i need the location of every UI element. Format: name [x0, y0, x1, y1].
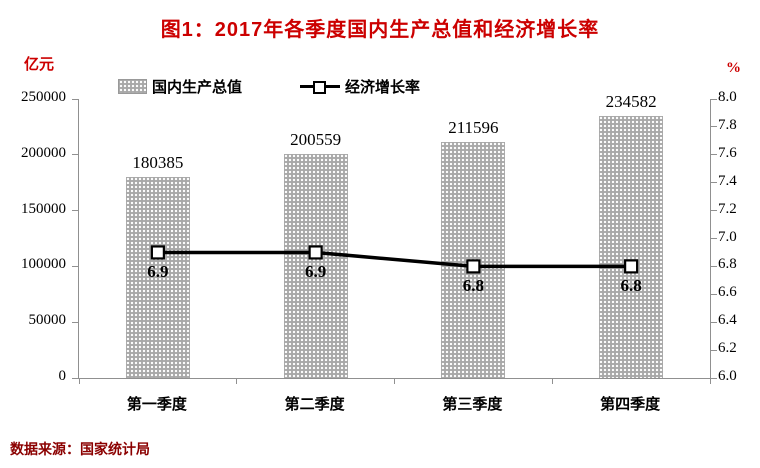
- x-axis-tick: [394, 379, 395, 384]
- plot-area: 180385 200559 211596 234582 6.9 6.9 6.8 6.8: [72, 92, 717, 384]
- gdp-value-label: 234582: [605, 92, 657, 112]
- left-axis-tick-label: 250000: [21, 89, 66, 105]
- right-axis-tick: [711, 154, 717, 156]
- left-axis-tick: [72, 154, 78, 156]
- right-axis-tick: [711, 377, 717, 379]
- x-axis-tick: [236, 379, 238, 384]
- growth-line: [150, 245, 639, 274]
- growth-marker: [308, 245, 323, 260]
- left-axis-tick: [72, 98, 78, 100]
- x-category-label: 第一季度: [126, 396, 187, 413]
- growth-marker: [624, 259, 639, 274]
- right-axis-tick: [711, 321, 717, 323]
- right-axis-tick-label: 7.6: [718, 144, 737, 161]
- left-axis-tick-label: 200000: [21, 144, 66, 161]
- x-axis-tick: [551, 379, 553, 384]
- left-axis-tick: [72, 265, 78, 267]
- x-category-label: 第二季度: [284, 396, 345, 413]
- left-axis-unit-label: 亿元: [24, 56, 55, 73]
- right-axis-tick: [711, 238, 717, 239]
- growth-marker: [466, 259, 481, 274]
- right-axis-tick-label: 7.8: [718, 116, 737, 133]
- growth-marker: [150, 245, 165, 260]
- right-axis-tick: [711, 98, 717, 100]
- growth-value-label: 6.8: [620, 276, 642, 296]
- chart-title: 图1：2017年各季度国内生产总值和经济增长率: [160, 19, 600, 41]
- left-axis-tick-label: 0: [58, 368, 67, 384]
- gdp-value-label: 200559: [290, 130, 342, 150]
- left-axis-tick-label: 100000: [21, 256, 66, 273]
- right-axis-tick-label: 8.0: [718, 89, 737, 105]
- right-axis-tick-label: 6.6: [718, 284, 737, 301]
- growth-value-label: 6.9: [305, 262, 327, 282]
- gdp-bar: [125, 176, 190, 378]
- right-axis-tick-label: 7.4: [718, 172, 737, 189]
- left-axis-tick: [72, 210, 78, 212]
- right-axis-tick-label: 7.2: [718, 200, 737, 217]
- x-category-label: 第三季度: [442, 396, 503, 413]
- right-axis-tick: [711, 293, 717, 295]
- growth-line-marker-icon: [300, 80, 341, 94]
- right-axis-tick: [711, 126, 717, 128]
- gdp-value-label: 211596: [448, 117, 499, 137]
- legend: 国内生产总值 经济增长率: [118, 76, 420, 96]
- left-axis-tick-label: 150000: [21, 200, 66, 217]
- growth-value-label: 6.8: [462, 276, 484, 296]
- right-axis-tick-label: 6.8: [718, 256, 737, 273]
- right-axis-tick: [711, 182, 717, 184]
- left-axis-tick-label: 50000: [28, 312, 67, 329]
- right-axis-unit-label: %: [726, 60, 741, 76]
- x-category-label: 第四季度: [600, 396, 661, 413]
- gdp-bar: [283, 154, 348, 378]
- x-axis-tick: [78, 379, 80, 384]
- legend-gdp-label: 国内生产总值: [152, 78, 243, 96]
- left-axis-tick: [72, 377, 78, 379]
- left-axis-tick: [72, 321, 78, 323]
- legend-item-gdp: 国内生产总值: [118, 76, 242, 97]
- right-axis-tick-label: 6.0: [718, 368, 737, 384]
- right-axis-tick-label: 6.2: [718, 340, 737, 357]
- gdp-bar: [599, 116, 664, 378]
- right-axis-tick-label: 7.0: [718, 228, 737, 245]
- gdp-bar-swatch-icon: [118, 78, 147, 94]
- gdp-bar: [441, 141, 506, 378]
- data-source-note: 数据来源：国家统计局: [10, 441, 150, 457]
- right-axis-tick: [711, 349, 717, 351]
- growth-value-label: 6.9: [147, 262, 169, 282]
- gdp-value-label: 180385: [132, 152, 184, 172]
- right-axis-tick-label: 6.4: [718, 312, 737, 329]
- right-axis-tick: [711, 265, 717, 267]
- x-axis-tick: [709, 379, 711, 384]
- legend-item-growth: 经济增长率: [300, 76, 420, 97]
- legend-growth-label: 经济增长率: [345, 78, 421, 96]
- right-axis-tick: [711, 210, 717, 212]
